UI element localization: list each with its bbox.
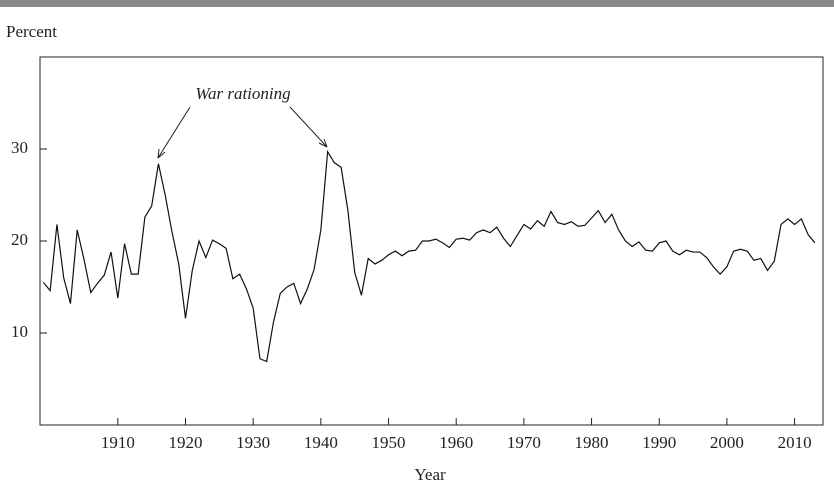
y-tick-label: 30 xyxy=(11,138,28,157)
arrowhead xyxy=(318,138,328,148)
y-tick-label: 10 xyxy=(11,322,28,341)
arrow xyxy=(157,106,191,159)
x-tick-label: 1950 xyxy=(372,433,406,452)
x-tick-label: 2000 xyxy=(710,433,744,452)
x-tick-label: 1910 xyxy=(101,433,135,452)
x-tick-label: 1960 xyxy=(439,433,473,452)
x-tick-label: 1990 xyxy=(642,433,676,452)
x-tick-label: 1940 xyxy=(304,433,338,452)
x-tick-label: 1970 xyxy=(507,433,541,452)
x-tick-label: 1920 xyxy=(169,433,203,452)
x-axis-label: Year xyxy=(414,465,446,484)
annotation: War rationing xyxy=(195,84,290,103)
top-rule xyxy=(0,0,834,7)
plot-frame xyxy=(39,56,824,426)
y-axis-label: Percent xyxy=(6,22,57,41)
arrowhead xyxy=(157,148,166,159)
x-tick-label: 1980 xyxy=(575,433,609,452)
x-tick-label: 2010 xyxy=(778,433,812,452)
arrow xyxy=(289,106,328,148)
data-line xyxy=(42,149,816,363)
annotation-arrows xyxy=(157,106,328,159)
x-tick-label: 1930 xyxy=(236,433,270,452)
y-tick-label: 20 xyxy=(11,230,28,249)
